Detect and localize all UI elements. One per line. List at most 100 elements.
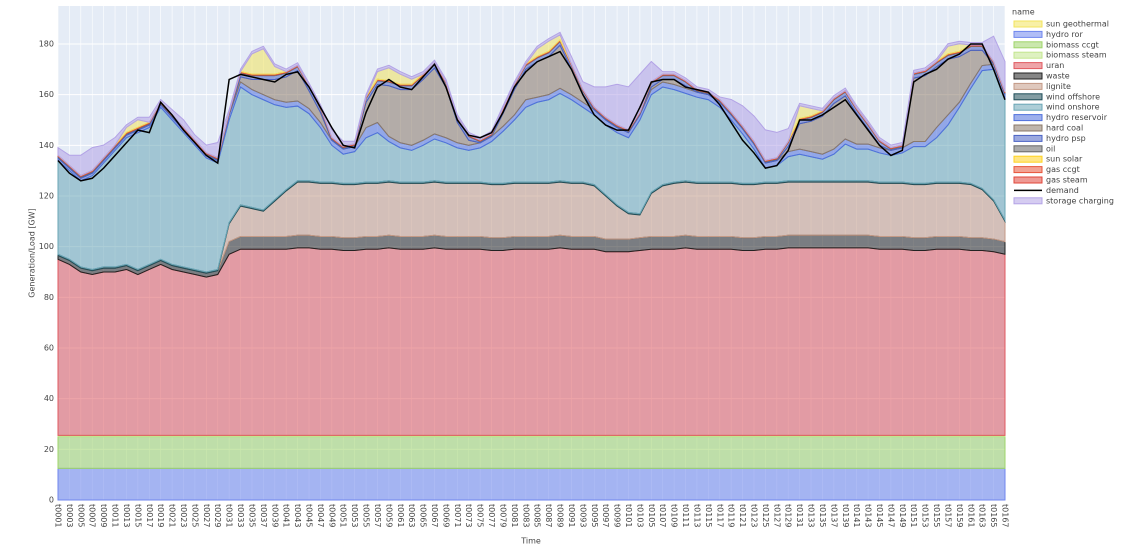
legend-swatch xyxy=(1013,30,1043,38)
x-tick-label: t0057 xyxy=(373,504,382,528)
x-tick-label: t0099 xyxy=(613,504,622,528)
x-axis-title: Time xyxy=(520,537,541,546)
legend-swatch xyxy=(1013,41,1043,49)
area xyxy=(57,436,1006,469)
x-tick-label: t0025 xyxy=(190,504,199,528)
x-tick-label: t0165 xyxy=(989,504,998,528)
x-tick-label: t0019 xyxy=(156,504,165,528)
x-tick-label: t0023 xyxy=(179,504,188,528)
legend-swatch xyxy=(1013,72,1043,80)
x-tick-label: t0069 xyxy=(441,504,450,528)
x-tick-label: t0059 xyxy=(384,504,393,528)
x-tick-label: t0015 xyxy=(133,504,142,528)
x-tick-label: t0073 xyxy=(464,504,473,528)
x-tick-label: t0143 xyxy=(864,504,873,528)
x-tick-label: t0103 xyxy=(635,504,644,528)
x-tick-label: t0051 xyxy=(339,504,348,528)
legend-swatch xyxy=(1013,82,1043,90)
legend-label: uran xyxy=(1046,61,1064,70)
x-tick-label: t0085 xyxy=(533,504,542,528)
y-tick-label: 80 xyxy=(44,293,54,302)
legend-swatch xyxy=(1013,51,1043,59)
legend-title: name xyxy=(1012,8,1035,17)
x-tick-label: t0065 xyxy=(419,504,428,528)
legend-swatch xyxy=(1013,176,1043,184)
legend-swatch xyxy=(1013,93,1043,101)
x-tick-label: t0017 xyxy=(145,504,154,528)
y-tick-label: 0 xyxy=(49,496,54,505)
x-tick-label: t0021 xyxy=(168,504,177,528)
legend-label: hard coal xyxy=(1046,124,1083,133)
legend-label: wind onshore xyxy=(1046,103,1100,112)
x-tick-label: t0003 xyxy=(65,504,74,528)
x-tick-label: t0007 xyxy=(88,504,97,528)
x-tick-label: t0097 xyxy=(601,504,610,528)
x-tick-label: t0127 xyxy=(772,504,781,528)
x-tick-label: t0149 xyxy=(898,504,907,528)
legend-label: biomass steam xyxy=(1046,51,1107,60)
legend-label: hydro psp xyxy=(1046,134,1086,143)
x-tick-label: t0043 xyxy=(293,504,302,528)
x-tick-label: t0001 xyxy=(54,504,63,528)
legend-label: hydro reservoir xyxy=(1046,113,1108,122)
x-tick-label: t0109 xyxy=(670,504,679,528)
x-tick-label: t0067 xyxy=(430,504,439,528)
y-axis-title: Generation/Load [GW] xyxy=(28,208,37,297)
y-tick-label: 100 xyxy=(39,242,54,251)
x-tick-label: t0061 xyxy=(396,504,405,528)
x-tick-label: t0107 xyxy=(658,504,667,528)
x-tick-label: t0049 xyxy=(327,504,336,528)
x-tick-label: t0011 xyxy=(111,504,120,528)
x-tick-label: t0115 xyxy=(704,504,713,528)
y-tick-label: 40 xyxy=(44,394,54,403)
x-tick-label: t0161 xyxy=(966,504,975,528)
y-tick-label: 140 xyxy=(39,141,54,150)
legend-swatch xyxy=(1013,155,1043,163)
x-tick-label: t0037 xyxy=(259,504,268,528)
legend-label: sun solar xyxy=(1046,155,1083,164)
x-tick-label: t0081 xyxy=(510,504,519,528)
x-tick-label: t0117 xyxy=(715,504,724,528)
x-tick-label: t0105 xyxy=(647,504,656,528)
x-tick-label: t0053 xyxy=(350,504,359,528)
x-tick-label: t0119 xyxy=(727,504,736,528)
legend-label: demand xyxy=(1046,186,1079,195)
x-tick-label: t0029 xyxy=(213,504,222,528)
legend-swatch xyxy=(1013,134,1043,142)
legend-swatch xyxy=(1013,166,1043,174)
x-tick-label: t0125 xyxy=(761,504,770,528)
y-tick-label: 120 xyxy=(39,192,54,201)
x-tick-label: t0095 xyxy=(590,504,599,528)
x-tick-label: t0093 xyxy=(578,504,587,528)
x-tick-label: t0041 xyxy=(282,504,291,528)
x-tick-label: t0111 xyxy=(681,504,690,528)
x-tick-label: t0153 xyxy=(921,504,930,528)
legend-swatch xyxy=(1013,197,1043,205)
x-tick-label: t0079 xyxy=(498,504,507,528)
legend-label: sun geothermal xyxy=(1046,20,1109,29)
x-tick-label: t0135 xyxy=(818,504,827,528)
x-tick-label: t0141 xyxy=(852,504,861,528)
legend-swatch xyxy=(1013,114,1043,122)
x-tick-label: t0167 xyxy=(1001,504,1010,528)
y-tick-label: 60 xyxy=(44,344,54,353)
x-tick-label: t0163 xyxy=(978,504,987,528)
x-tick-label: t0083 xyxy=(521,504,530,528)
legend-label: lignite xyxy=(1046,82,1071,91)
legend-swatch xyxy=(1013,20,1043,28)
x-tick-label: t0101 xyxy=(624,504,633,528)
line xyxy=(57,43,1006,182)
x-tick-label: t0137 xyxy=(829,504,838,528)
x-tick-label: t0075 xyxy=(476,504,485,528)
x-tick-label: t0133 xyxy=(807,504,816,528)
x-tick-label: t0145 xyxy=(875,504,884,528)
x-tick-label: t0071 xyxy=(453,504,462,528)
x-tick-label: t0113 xyxy=(692,504,701,528)
x-tick-label: t0123 xyxy=(749,504,758,528)
x-tick-label: t0027 xyxy=(202,504,211,528)
area xyxy=(57,31,1006,177)
y-tick-label: 20 xyxy=(44,445,54,454)
x-tick-label: t0089 xyxy=(556,504,565,528)
legend-label: storage charging xyxy=(1046,196,1114,205)
legend-label: biomass ccgt xyxy=(1046,40,1099,49)
